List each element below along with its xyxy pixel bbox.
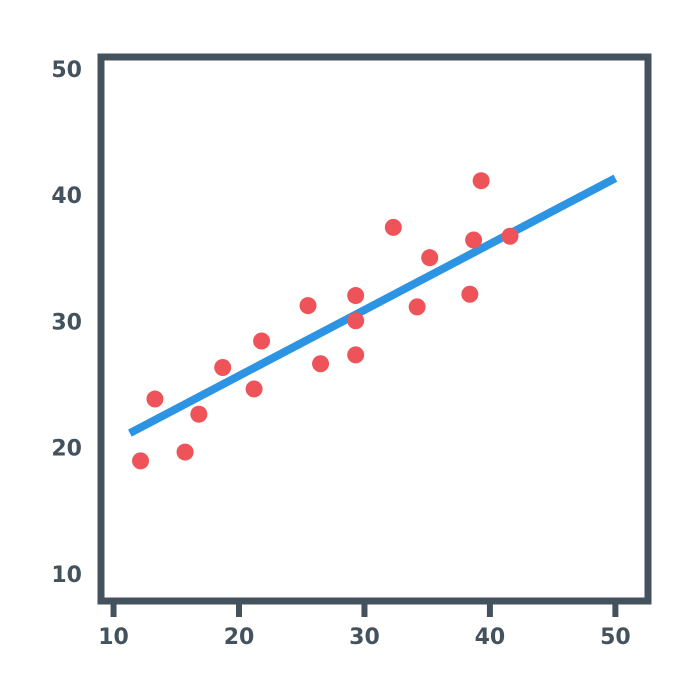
data-point — [347, 312, 365, 330]
data-point — [312, 355, 330, 373]
data-point — [347, 346, 365, 364]
data-point — [461, 285, 479, 303]
data-point — [190, 405, 208, 423]
x-tick-label: 50 — [600, 625, 631, 650]
data-point — [299, 297, 317, 315]
data-point — [384, 218, 402, 236]
data-point — [146, 390, 164, 408]
x-tick-label: 40 — [475, 625, 506, 650]
data-point — [501, 227, 519, 245]
data-point — [472, 172, 490, 190]
data-point — [253, 332, 271, 350]
data-point — [132, 452, 150, 470]
data-point — [347, 287, 365, 305]
trend-line — [127, 174, 618, 437]
x-tick-label: 20 — [224, 625, 255, 650]
y-tick-label: 30 — [51, 310, 82, 335]
plot-frame — [97, 53, 652, 605]
data-point — [421, 249, 439, 267]
data-point — [214, 358, 232, 376]
y-tick-label: 50 — [51, 58, 82, 83]
y-tick-label: 40 — [51, 184, 82, 209]
data-point — [408, 298, 426, 316]
x-tick-label: 30 — [349, 625, 380, 650]
y-tick-label: 20 — [51, 437, 82, 462]
data-point — [465, 231, 483, 249]
x-tick-label: 10 — [98, 625, 129, 650]
data-point — [176, 443, 194, 461]
y-tick-label: 10 — [51, 563, 82, 588]
data-point — [245, 380, 263, 398]
